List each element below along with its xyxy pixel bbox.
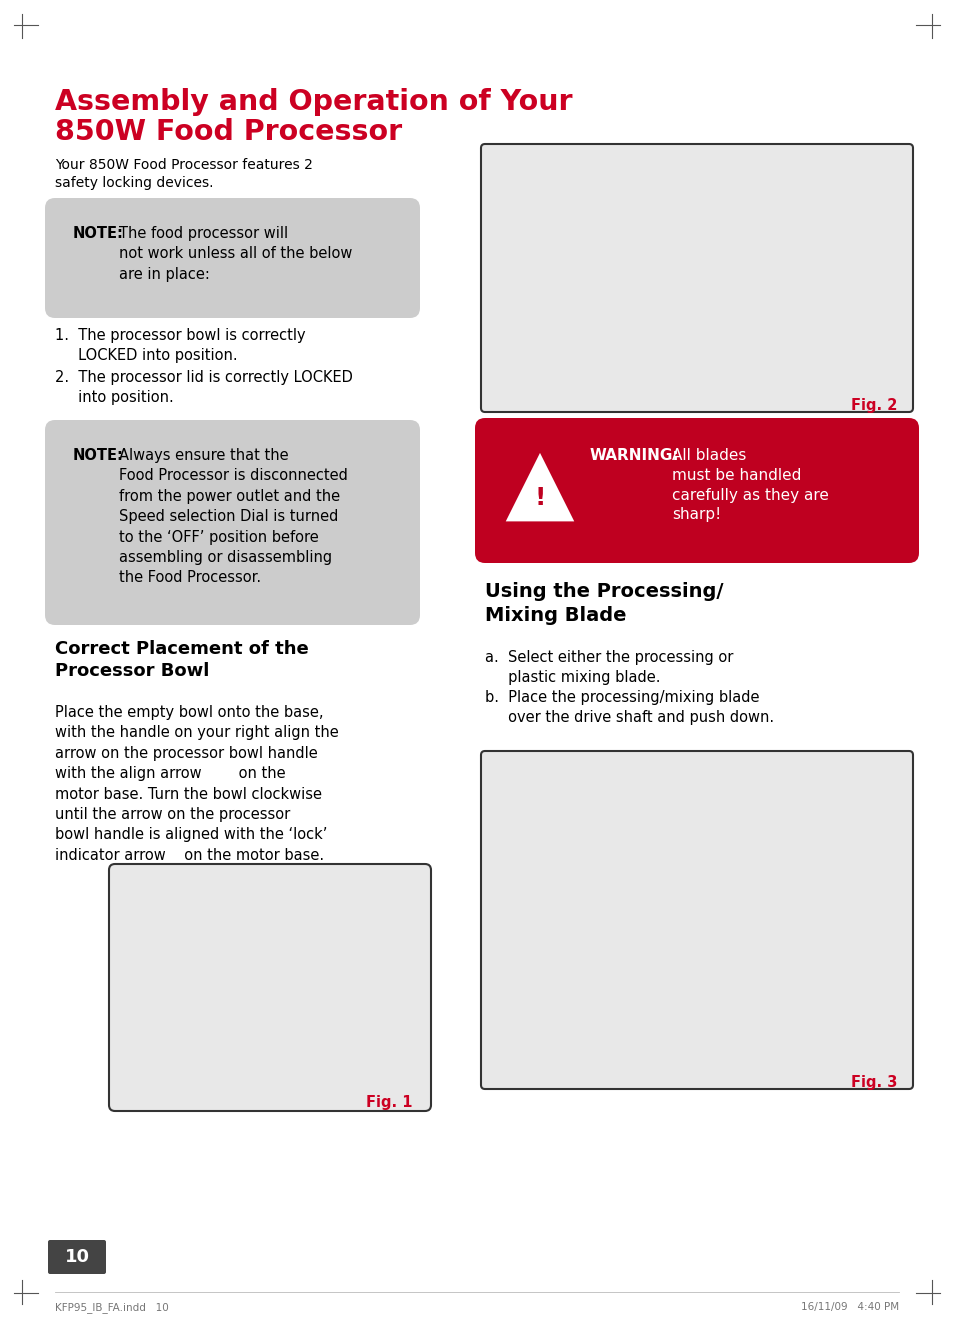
Text: Processor Bowl: Processor Bowl [55, 662, 209, 680]
Text: Your 850W Food Processor features 2
safety locking devices.: Your 850W Food Processor features 2 safe… [55, 158, 313, 190]
Text: 16/11/09   4:40 PM: 16/11/09 4:40 PM [800, 1302, 898, 1311]
Text: Place the empty bowl onto the base,
with the handle on your right align the
arro: Place the empty bowl onto the base, with… [55, 705, 338, 863]
Text: Correct Placement of the: Correct Placement of the [55, 641, 309, 658]
FancyBboxPatch shape [109, 865, 431, 1111]
Text: Always ensure that the
Food Processor is disconnected
from the power outlet and : Always ensure that the Food Processor is… [119, 448, 348, 585]
FancyBboxPatch shape [480, 751, 912, 1089]
Text: Using the Processing/: Using the Processing/ [484, 583, 722, 601]
Text: The food processor will
not work unless all of the below
are in place:: The food processor will not work unless … [119, 225, 352, 282]
Text: Fig. 2: Fig. 2 [850, 398, 896, 413]
Text: 1.  The processor bowl is correctly
     LOCKED into position.: 1. The processor bowl is correctly LOCKE… [55, 328, 305, 362]
Text: Mixing Blade: Mixing Blade [484, 606, 626, 625]
Text: WARNING:: WARNING: [589, 448, 679, 463]
FancyBboxPatch shape [475, 418, 918, 563]
Text: 850W Food Processor: 850W Food Processor [55, 119, 402, 146]
Text: a.  Select either the processing or
     plastic mixing blade.: a. Select either the processing or plast… [484, 650, 733, 685]
FancyBboxPatch shape [45, 420, 419, 625]
FancyBboxPatch shape [480, 144, 912, 413]
Text: 10: 10 [65, 1248, 90, 1267]
Text: Assembly and Operation of Your: Assembly and Operation of Your [55, 88, 572, 116]
FancyBboxPatch shape [48, 1240, 106, 1275]
Text: Fig. 1: Fig. 1 [366, 1095, 413, 1110]
Text: !: ! [534, 486, 545, 510]
Text: b.  Place the processing/mixing blade
     over the drive shaft and push down.: b. Place the processing/mixing blade ove… [484, 691, 773, 725]
Text: NOTE:: NOTE: [73, 448, 124, 463]
FancyBboxPatch shape [45, 198, 419, 318]
Text: 2.  The processor lid is correctly LOCKED
     into position.: 2. The processor lid is correctly LOCKED… [55, 370, 353, 405]
Text: NOTE:: NOTE: [73, 225, 124, 241]
Text: Fig. 3: Fig. 3 [850, 1075, 896, 1090]
Text: All blades
must be handled
carefully as they are
sharp!: All blades must be handled carefully as … [671, 448, 828, 522]
Polygon shape [507, 456, 572, 521]
Text: KFP95_IB_FA.indd   10: KFP95_IB_FA.indd 10 [55, 1302, 169, 1313]
